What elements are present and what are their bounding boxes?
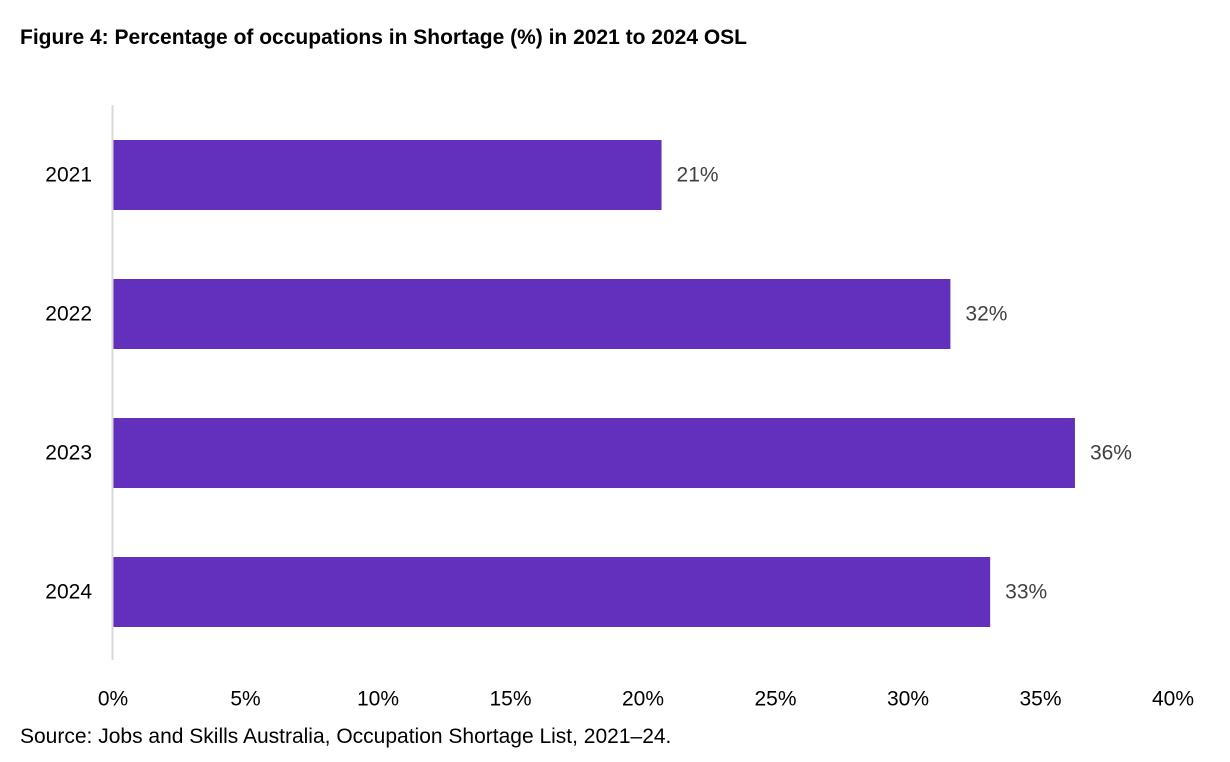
data-label-2023: 36%: [1090, 442, 1132, 465]
data-label-2024: 33%: [1005, 581, 1047, 604]
x-tick-label-20: 20%: [622, 688, 664, 711]
bar-2022: [113, 279, 951, 349]
bars-layer: [113, 140, 1075, 627]
x-tick-label-25: 25%: [754, 688, 796, 711]
data-label-2021: 21%: [677, 164, 719, 187]
bar-2023: [113, 418, 1075, 488]
x-tick-label-15: 15%: [489, 688, 531, 711]
chart-title: Figure 4: Percentage of occupations in S…: [20, 26, 748, 49]
bar-2021: [113, 140, 662, 210]
x-tick-label-40: 40%: [1152, 688, 1194, 711]
category-label-2022: 2022: [45, 303, 92, 326]
axis-layer: 0% 5% 10% 15% 20% 25% 30% 35% 40%: [98, 105, 1194, 711]
category-label-2023: 2023: [45, 442, 92, 465]
category-label-2024: 2024: [45, 581, 92, 604]
category-label-2021: 2021: [45, 164, 92, 187]
x-tick-label-35: 35%: [1019, 688, 1061, 711]
data-label-2022: 32%: [965, 303, 1007, 326]
x-tick-label-5: 5%: [230, 688, 260, 711]
bar-2024: [113, 557, 991, 627]
source-note: Source: Jobs and Skills Australia, Occup…: [20, 725, 672, 748]
x-tick-label-10: 10%: [357, 688, 399, 711]
x-tick-label-30: 30%: [887, 688, 929, 711]
labels-layer: 2021 21% 2022 32% 2023 36% 2024 33%: [45, 164, 1132, 604]
x-tick-label-0: 0%: [98, 688, 128, 711]
